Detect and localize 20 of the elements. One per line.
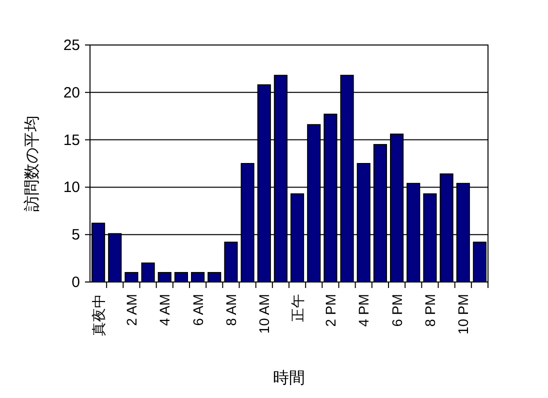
x-axis-title: 時間 — [273, 369, 305, 387]
x-tick-label: 6 PM — [388, 294, 405, 327]
y-tick-label: 5 — [72, 226, 80, 244]
x-tick-label: 真夜中 — [90, 294, 106, 336]
x-tick-label: 10 PM — [455, 294, 472, 334]
y-tick-label: 25 — [63, 37, 80, 54]
x-tick-label: 8 AM — [222, 294, 239, 326]
y-axis-title: 訪問数の平均 — [23, 116, 41, 212]
x-tick-label: 2 AM — [123, 294, 140, 326]
x-tick-label: 正午 — [289, 294, 306, 322]
y-tick-label: 0 — [72, 274, 80, 291]
x-tick-label: 4 AM — [156, 294, 173, 326]
y-tick-label: 10 — [63, 179, 80, 196]
y-tick-label: 15 — [63, 132, 80, 149]
x-tick-label: 10 AM — [256, 294, 272, 334]
x-tick-label: 4 PM — [356, 294, 372, 327]
x-tick-label: 6 AM — [190, 294, 206, 326]
x-tick-label: 8 PM — [422, 294, 438, 327]
y-tick-label: 20 — [63, 84, 80, 102]
x-tick-label: 2 PM — [322, 294, 338, 327]
